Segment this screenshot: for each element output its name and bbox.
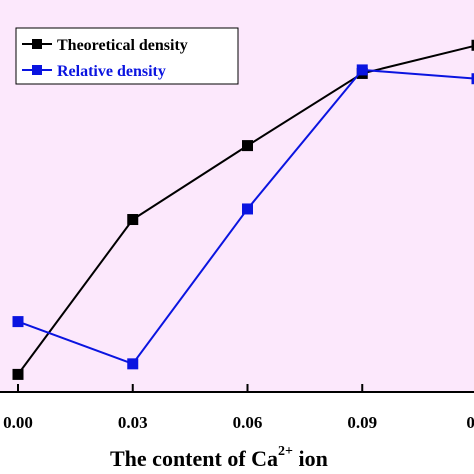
series-1-point-0 [12,316,24,328]
legend-box [15,27,239,85]
series-0-point-4 [471,39,474,51]
legend-marker-theoretical [32,39,42,49]
series-0-point-0 [12,368,24,380]
x-axis-title-main: The content of Ca [110,446,278,471]
x-tick-label-2: 0.06 [233,413,263,432]
x-tick-label-4: 0.1 [466,413,474,432]
series-1-point-2 [242,203,253,215]
legend: Theoretical density Relative density [15,27,239,85]
x-axis-title-suffix: ion [293,446,328,471]
series-1-point-3 [356,64,368,76]
x-ticks: 0.00 0.03 0.06 0.09 0.1 [3,384,474,432]
series-0-point-1 [127,214,139,226]
series-layer [12,39,474,380]
series-1-point-1 [127,358,139,370]
x-axis-title: The content of Ca2+ ion [110,444,328,471]
legend-label-relative: Relative density [57,63,166,80]
x-tick-label-0: 0.00 [3,413,33,432]
series-1-point-4 [471,73,474,85]
x-tick-label-3: 0.09 [347,413,377,432]
legend-marker-relative [32,65,42,75]
x-axis-title-superscript: 2+ [278,444,293,459]
x-tick-label-1: 0.03 [118,413,148,432]
series-0-point-2 [242,140,253,152]
legend-label-theoretical: Theoretical density [57,37,188,54]
